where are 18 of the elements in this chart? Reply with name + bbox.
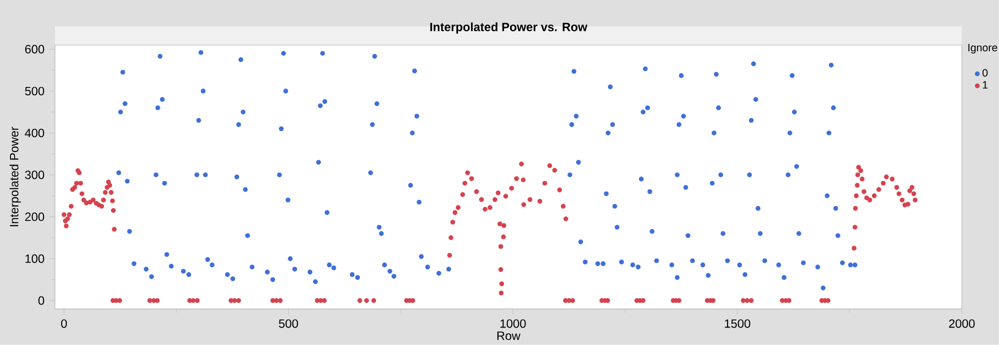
y-tick-label: 300 bbox=[25, 170, 44, 180]
y-axis-title: Interpolated Power bbox=[10, 126, 21, 226]
x-tick-label: 2000 bbox=[949, 319, 975, 328]
x-tick-label: 500 bbox=[278, 319, 298, 328]
x-tick-label: 1500 bbox=[724, 319, 750, 328]
y-tick-label: 400 bbox=[24, 128, 44, 138]
x-tick-label: 1000 bbox=[500, 319, 526, 328]
chart-title: Interpolated Power vs. Row bbox=[430, 22, 588, 34]
legend-label: 1 bbox=[982, 81, 988, 89]
y-tick-label: 600 bbox=[25, 44, 44, 54]
y-tick-label: 0 bbox=[38, 296, 44, 305]
y-tick-label: 100 bbox=[26, 254, 44, 263]
x-tick-label: 0 bbox=[61, 319, 67, 328]
y-tick-label: 200 bbox=[25, 212, 44, 222]
x-axis-title: Row bbox=[497, 332, 520, 340]
legend-label: 0 bbox=[982, 69, 988, 77]
legend-title: Ignore bbox=[968, 44, 998, 54]
y-tick-label: 500 bbox=[25, 86, 44, 96]
